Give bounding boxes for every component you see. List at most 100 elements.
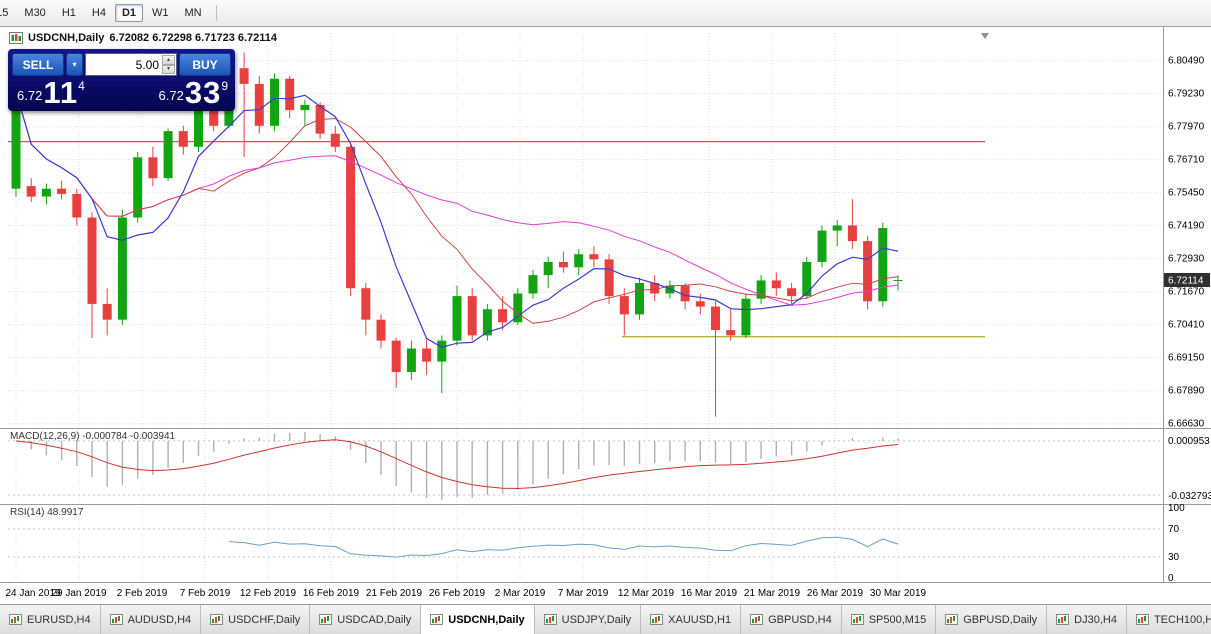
svg-text:30: 30 bbox=[1168, 552, 1180, 563]
timeframe-button-M15[interactable]: M15 bbox=[0, 7, 9, 19]
chart-tab-label: TECH100,H1 bbox=[1153, 613, 1211, 626]
volume-input[interactable] bbox=[86, 56, 176, 73]
svg-text:6.77970: 6.77970 bbox=[1168, 122, 1205, 133]
chart-tab-label: XAUUSD,H1 bbox=[668, 613, 732, 626]
chart-window: 6.80490 6.79230 6.77970 6.76710 6.75450 6.741… bbox=[0, 26, 1211, 605]
chart-tab-DJ30-H4[interactable]: DJ30,H4 bbox=[1047, 605, 1127, 634]
svg-text:6.80490: 6.80490 bbox=[1168, 56, 1205, 67]
current-price-tag bbox=[1164, 273, 1210, 287]
chart-tab-AUDUSD-H4[interactable]: AUDUSD,H4 bbox=[100, 605, 202, 634]
svg-text:6.72930: 6.72930 bbox=[1168, 254, 1205, 265]
chart-tab-SP500-M15[interactable]: SP500,M15 bbox=[841, 605, 937, 634]
svg-text:21 Mar 2019: 21 Mar 2019 bbox=[744, 588, 801, 599]
sell-price-prefix: 6.72 bbox=[17, 88, 43, 104]
chart-tab-GBPUSD-H4[interactable]: GBPUSD,H4 bbox=[741, 605, 842, 634]
mini-chart-icon bbox=[210, 614, 224, 625]
chart-tab-TECH100-H1[interactable]: TECH100,H1 bbox=[1126, 605, 1211, 634]
mini-chart-icon bbox=[543, 614, 557, 625]
svg-text:30 Mar 2019: 30 Mar 2019 bbox=[870, 588, 927, 599]
chart-tab-USDCAD-Daily[interactable]: USDCAD,Daily bbox=[310, 605, 422, 634]
svg-text:26 Mar 2019: 26 Mar 2019 bbox=[807, 588, 864, 599]
chart-chrome bbox=[0, 27, 1211, 583]
svg-text:6.72114: 6.72114 bbox=[1168, 276, 1204, 287]
svg-text:12 Mar 2019: 12 Mar 2019 bbox=[618, 588, 675, 599]
chart-ohlc-label: 6.72082 6.72298 6.71723 6.72114 bbox=[109, 32, 278, 44]
svg-text:6.66630: 6.66630 bbox=[1168, 419, 1205, 430]
sell-price[interactable]: 6.72 11 4 bbox=[15, 75, 85, 110]
buy-price-sup: 9 bbox=[221, 79, 228, 93]
chart-tab-label: USDJPY,Daily bbox=[561, 613, 632, 626]
timeframe-button-H1[interactable]: H1 bbox=[61, 7, 76, 19]
svg-text:6.79230: 6.79230 bbox=[1168, 89, 1205, 100]
chart-icon bbox=[9, 32, 23, 44]
svg-text:7 Feb 2019: 7 Feb 2019 bbox=[180, 588, 231, 599]
volume-increase-button[interactable]: ▴ bbox=[162, 55, 175, 65]
volume-field: ▴ ▾ bbox=[85, 53, 177, 76]
svg-text:2 Feb 2019: 2 Feb 2019 bbox=[117, 588, 168, 599]
chart-tab-USDCNH-Daily[interactable]: USDCNH,Daily bbox=[421, 605, 535, 634]
svg-text:-0.032793: -0.032793 bbox=[1168, 491, 1211, 502]
chart-tab-label: GBPUSD,H4 bbox=[768, 613, 832, 626]
volume-spinner: ▴ ▾ bbox=[162, 55, 175, 74]
timeframe-button-W1[interactable]: W1 bbox=[152, 7, 169, 19]
svg-text:24 Jan 2019: 24 Jan 2019 bbox=[5, 588, 60, 599]
chart-tab-label: AUDUSD,H4 bbox=[127, 613, 192, 626]
mini-chart-icon bbox=[319, 614, 333, 625]
chart-tab-USDJPY-Daily[interactable]: USDJPY,Daily bbox=[534, 605, 642, 634]
buy-price[interactable]: 6.72 33 9 bbox=[157, 75, 228, 110]
timeframe-button-M30[interactable]: M30 bbox=[24, 7, 46, 19]
mini-chart-icon bbox=[750, 614, 764, 625]
svg-text:0.000953: 0.000953 bbox=[1168, 436, 1210, 447]
chart-tab-label: DJ30,H4 bbox=[1074, 613, 1117, 626]
chart-symbol-label: USDCNH,Daily bbox=[28, 32, 105, 44]
svg-text:6.75450: 6.75450 bbox=[1168, 188, 1205, 199]
timeframe-button-MN[interactable]: MN bbox=[184, 7, 202, 19]
svg-text:16 Mar 2019: 16 Mar 2019 bbox=[681, 588, 738, 599]
svg-text:2 Mar 2019: 2 Mar 2019 bbox=[495, 588, 546, 599]
mini-chart-icon bbox=[1056, 614, 1070, 625]
sell-price-sup: 4 bbox=[78, 79, 85, 93]
svg-text:29 Jan 2019: 29 Jan 2019 bbox=[51, 588, 106, 599]
svg-text:6.76710: 6.76710 bbox=[1168, 155, 1205, 166]
chart-shift-marker bbox=[981, 33, 989, 39]
chart-tab-EURUSD-H4[interactable]: EURUSD,H4 bbox=[0, 605, 101, 634]
rsi-label: RSI(14) 48.9917 bbox=[10, 507, 84, 518]
price-chart[interactable]: 6.80490 6.79230 6.77970 6.76710 6.75450 6.741… bbox=[0, 27, 1211, 605]
chart-tab-label: EURUSD,H4 bbox=[27, 613, 91, 626]
order-options-button[interactable]: ▾ bbox=[66, 53, 83, 76]
grid-layer bbox=[8, 33, 1163, 581]
chart-tab-label: USDCNH,Daily bbox=[448, 613, 525, 626]
chart-tab-GBPUSD-Daily[interactable]: GBPUSD,Daily bbox=[936, 605, 1048, 634]
chart-tab-XAUUSD-H1[interactable]: XAUUSD,H1 bbox=[641, 605, 742, 634]
mini-chart-icon bbox=[945, 614, 959, 625]
buy-price-big: 33 bbox=[184, 75, 222, 110]
svg-text:100: 100 bbox=[1168, 503, 1185, 514]
mini-chart-icon bbox=[109, 614, 123, 625]
timeframe-button-H4[interactable]: H4 bbox=[91, 7, 106, 19]
timeframe-button-D1[interactable]: D1 bbox=[114, 4, 143, 22]
candles-layer bbox=[11, 52, 903, 417]
svg-text:6.71670: 6.71670 bbox=[1168, 287, 1205, 298]
sell-button[interactable]: SELL bbox=[12, 53, 64, 76]
svg-text:26 Feb 2019: 26 Feb 2019 bbox=[429, 588, 486, 599]
axis-labels: 6.80490 6.79230 6.77970 6.76710 6.75450 6.741… bbox=[5, 56, 1211, 599]
timeframe-toolbar: M15 M30 H1 H4 D1 W1 MN bbox=[0, 0, 1211, 27]
svg-text:6.70410: 6.70410 bbox=[1168, 320, 1205, 331]
svg-text:16 Feb 2019: 16 Feb 2019 bbox=[303, 588, 360, 599]
svg-text:6.69150: 6.69150 bbox=[1168, 353, 1205, 364]
buy-button[interactable]: BUY bbox=[179, 53, 231, 76]
mini-chart-icon bbox=[1135, 614, 1149, 625]
svg-text:0: 0 bbox=[1168, 573, 1174, 584]
sell-price-big: 11 bbox=[43, 75, 79, 110]
volume-decrease-button[interactable]: ▾ bbox=[162, 64, 175, 74]
chart-tab-label: USDCHF,Daily bbox=[228, 613, 301, 626]
chart-tab-USDCHF-Daily[interactable]: USDCHF,Daily bbox=[201, 605, 311, 634]
mini-chart-icon bbox=[850, 614, 864, 625]
chevron-down-icon: ▾ bbox=[72, 60, 77, 69]
moving-averages-layer bbox=[15, 91, 899, 348]
macd-layer bbox=[8, 432, 1163, 500]
svg-text:7 Mar 2019: 7 Mar 2019 bbox=[558, 588, 609, 599]
chart-tab-bar: EURUSD,H4 AUDUSD,H4 USDCHF,Daily USDCAD,Dai… bbox=[0, 604, 1211, 634]
svg-text:6.74190: 6.74190 bbox=[1168, 221, 1205, 232]
